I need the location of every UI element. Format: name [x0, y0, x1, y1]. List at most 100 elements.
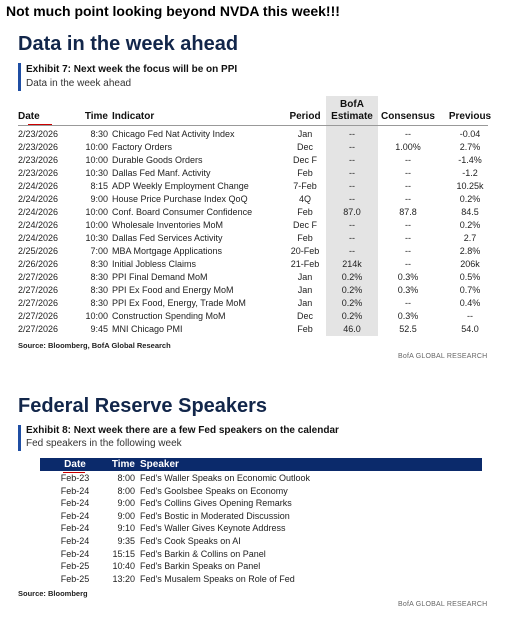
table-cell: 10:30 — [85, 233, 108, 243]
table-cell: -- — [349, 233, 355, 243]
table-cell: -- — [405, 298, 411, 308]
table-cell: Feb-25 — [60, 561, 90, 572]
table-cell: Fed's Cook Speaks on AI — [140, 536, 241, 546]
data-table: Date Time Indicator Period BofA Estimate Cons… — [18, 96, 491, 336]
table-cell: 8:30 — [90, 129, 108, 139]
table-cell: -- — [405, 259, 411, 269]
table-cell: 0.4% — [459, 298, 481, 308]
table-cell: Durable Goods Orders — [112, 155, 203, 165]
table-cell: 1.00% — [395, 142, 421, 152]
table-cell: 2/24/2026 — [18, 194, 59, 204]
table-cell: -- — [349, 168, 355, 178]
table-cell: Jan — [297, 272, 313, 282]
column-header: Consensus — [381, 111, 435, 122]
table-cell: -- — [349, 194, 355, 204]
footer: BofA GLOBAL RESEARCH — [398, 353, 488, 360]
exhibit-bar — [18, 425, 21, 451]
table-cell: 8:30 — [90, 285, 108, 295]
table-cell: -1.2 — [462, 168, 478, 178]
column-header: Time — [84, 111, 108, 122]
table-cell: 2/27/2026 — [18, 285, 59, 295]
table-cell: 9:00 — [90, 194, 108, 204]
table-cell: 87.8 — [399, 207, 417, 217]
table-cell: Dec — [296, 311, 313, 321]
table-cell: 8:30 — [90, 298, 108, 308]
table-cell: 10:00 — [85, 207, 108, 217]
table-cell: 52.5 — [399, 324, 417, 334]
table-cell: 2/24/2026 — [18, 220, 59, 230]
table-cell: -- — [467, 311, 473, 321]
table-cell: 0.2% — [341, 272, 363, 282]
column-header: Period — [289, 111, 321, 122]
table-cell: 10:00 — [85, 142, 108, 152]
table-cell: 8:30 — [90, 272, 108, 282]
table-cell: Initial Jobless Claims — [112, 259, 197, 269]
table-cell: 2/24/2026 — [18, 233, 59, 243]
table-cell: 46.0 — [343, 324, 361, 334]
table-cell: MNI Chicago PMI — [112, 324, 183, 334]
table-cell: Fed's Waller Speaks on Economic Outlook — [140, 473, 310, 483]
table-cell: 0.5% — [459, 272, 481, 282]
table-cell: Fed's Goolsbee Speaks on Economy — [140, 485, 288, 496]
table-cell: -- — [405, 168, 411, 178]
table-cell: 9:35 — [117, 536, 135, 546]
column-header: BofA Estimate — [331, 99, 373, 122]
table-cell: Feb-24 — [60, 498, 90, 509]
estimate-column-shade — [326, 96, 378, 336]
table-cell: Factory Orders — [112, 142, 173, 152]
header-rule — [18, 125, 488, 126]
source: Source: Bloomberg — [18, 589, 88, 598]
footer: BofA GLOBAL RESEARCH — [398, 601, 488, 608]
table-cell: Feb-24 — [60, 510, 90, 521]
table-cell: PPI Ex Food, Energy, Trade MoM — [112, 298, 246, 308]
table-cell: Feb-24 — [60, 523, 90, 534]
table-cell: 0.2% — [341, 311, 363, 321]
table-cell: 10:00 — [85, 155, 108, 165]
table-cell: 8:00 — [117, 473, 135, 483]
table-cell: 2.7% — [459, 142, 481, 152]
table-cell: Feb-24 — [60, 485, 90, 496]
table-cell: 8:15 — [90, 181, 108, 191]
table-cell: 20-Feb — [290, 246, 320, 256]
table-cell: -- — [405, 194, 411, 204]
header-underline — [28, 124, 52, 125]
table-cell: -- — [405, 181, 411, 191]
table-cell: 8:30 — [90, 259, 108, 269]
table-cell: MBA Mortgage Applications — [112, 246, 223, 256]
table-cell: Dallas Fed Manf. Activity — [112, 168, 211, 178]
table-cell: -- — [349, 181, 355, 191]
table-cell: Feb — [297, 233, 313, 243]
table-cell: PPI Ex Food and Energy MoM — [112, 285, 234, 295]
table-cell: PPI Final Demand MoM — [112, 272, 208, 282]
table-cell: 8:00 — [117, 485, 135, 496]
table-cell: Chicago Fed Nat Activity Index — [112, 129, 235, 139]
table-cell: -- — [349, 129, 355, 139]
table-cell: -- — [405, 233, 411, 243]
table-cell: 0.7% — [459, 285, 481, 295]
column-header: Date — [18, 111, 40, 122]
table-cell: -0.04 — [459, 129, 481, 139]
table-cell: -- — [349, 246, 355, 256]
table-cell: 2/27/2026 — [18, 324, 59, 334]
table-cell: 2/23/2026 — [18, 155, 59, 165]
table-cell: 0.3% — [397, 272, 419, 282]
table-cell: 10:40 — [112, 561, 135, 572]
table-cell: Wholesale Inventories MoM — [112, 220, 224, 230]
table-cell: 87.0 — [343, 207, 361, 217]
table-cell: 7:00 — [90, 246, 108, 256]
table-cell: 9:10 — [117, 523, 135, 534]
table-cell: 21-Feb — [290, 259, 320, 269]
table-cell: Fed's Waller Gives Keynote Address — [140, 523, 286, 534]
table-cell: Feb-24 — [60, 548, 90, 559]
table-cell: Feb — [297, 207, 313, 217]
table-cell: 0.2% — [459, 194, 481, 204]
table-cell: 15:15 — [112, 548, 135, 559]
table-cell: Feb-24 — [60, 536, 90, 546]
table-cell: 2/27/2026 — [18, 272, 59, 282]
table-cell: Fed's Collins Gives Opening Remarks — [140, 498, 292, 509]
table-cell: 2/26/2026 — [18, 259, 59, 269]
table-cell: -- — [405, 129, 411, 139]
table-cell: -- — [405, 220, 411, 230]
table-cell: 0.3% — [397, 285, 419, 295]
